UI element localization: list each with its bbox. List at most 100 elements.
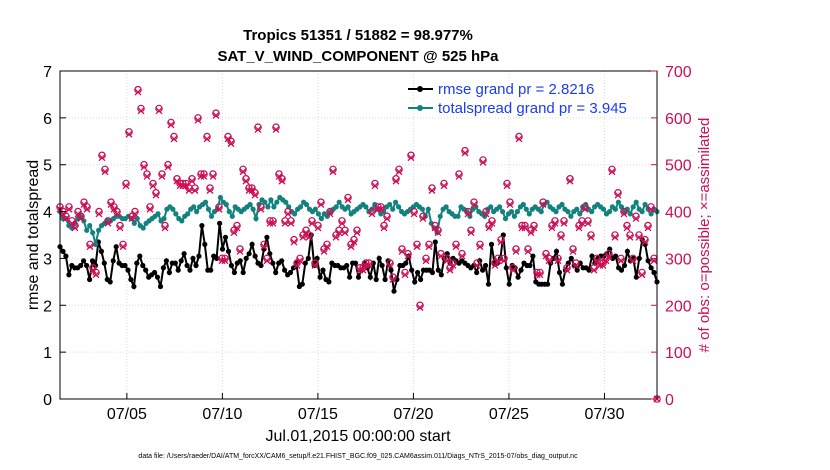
obs-assimilated-point [92, 271, 100, 279]
rmse-point [290, 265, 297, 271]
totalspread-point [511, 213, 517, 219]
totalspread-point [387, 201, 393, 208]
totalspread-point [627, 211, 633, 217]
obs-assimilated-point [341, 229, 349, 237]
obs-assimilated-point [125, 130, 133, 138]
totalspread-point [624, 206, 630, 212]
rmse-point [651, 269, 657, 276]
rmse-point [63, 253, 69, 259]
obs-assimilated-point [254, 126, 262, 134]
obs-assimilated-point [113, 210, 121, 218]
obs-assimilated-point [584, 219, 592, 227]
rmse-point [178, 258, 184, 264]
obs-assimilated-point [455, 172, 463, 180]
obs-assimilated-point [557, 233, 565, 241]
rmse-point [347, 274, 353, 280]
totalspread-point [606, 209, 613, 215]
rmse-point [78, 262, 84, 269]
obs-assimilated-point [143, 172, 151, 180]
obs-assimilated-point [536, 271, 544, 279]
y-tick-label-right: 500 [665, 158, 692, 175]
rmse-point [228, 262, 234, 269]
obs-assimilated-point [569, 247, 577, 255]
obs-assimilated-point [641, 238, 649, 246]
obs-assimilated-point [554, 257, 562, 265]
obs-assimilated-point [452, 243, 460, 251]
obs-assimilated-point [488, 219, 496, 227]
rmse-point [568, 255, 574, 261]
rmse-point [545, 281, 551, 287]
rmse-point [355, 274, 362, 280]
obs-assimilated-point [521, 224, 529, 232]
obs-assimilated-point [71, 224, 79, 232]
obs-assimilated-point [512, 247, 520, 255]
rmse-point [163, 258, 169, 264]
y-tick-label-right: 0 [665, 392, 674, 409]
obs-assimilated-point [263, 257, 271, 265]
rmse-point [320, 267, 326, 273]
obs-assimilated-point [518, 224, 526, 232]
obs-assimilated-point [434, 229, 442, 237]
obs-assimilated-point [128, 215, 136, 223]
obs-assimilated-point [443, 257, 451, 265]
totalspread-point [274, 199, 280, 205]
y-tick-label-left: 6 [43, 111, 52, 128]
rmse-point [415, 269, 421, 276]
rmse-point [633, 274, 639, 280]
rmse-point [128, 276, 134, 283]
totalspread-point [577, 211, 583, 217]
rmse-point [258, 262, 264, 269]
totalspread-point [262, 199, 268, 205]
x-axis-label: Jul.01,2015 00:00:00 start [265, 428, 451, 445]
obs-assimilated-point [548, 224, 556, 232]
series-1 [57, 194, 660, 247]
legend-spread-marker [417, 105, 423, 111]
totalspread-point [390, 206, 396, 212]
totalspread-point [428, 220, 434, 226]
rmse-point [317, 274, 323, 280]
obs-assimilated-point [353, 229, 361, 237]
rmse-point [409, 267, 415, 273]
obs-assimilated-point [248, 187, 256, 194]
obs-assimilated-point [467, 229, 475, 237]
rmse-point [81, 258, 87, 264]
obs-assimilated-point [395, 168, 403, 176]
obs-assimilated-point [149, 182, 157, 190]
totalspread-point [345, 204, 351, 210]
totalspread-point [229, 213, 235, 219]
rmse-point [237, 258, 243, 264]
y-tick-label-left: 1 [43, 345, 52, 362]
obs-assimilated-point [497, 238, 505, 246]
obs-assimilated-point [602, 257, 610, 265]
obs-assimilated-point [539, 201, 547, 209]
y-tick-label-left: 0 [43, 392, 52, 409]
rmse-point [243, 255, 249, 261]
obs-assimilated-point [368, 210, 376, 218]
obs-assimilated-point [470, 201, 478, 209]
obs-assimilated-point [332, 233, 340, 241]
rmse-point [249, 241, 255, 247]
rmse-point [208, 267, 214, 273]
y-axis-label-right: # of obs: o=possible; ×=assimilated [696, 118, 713, 353]
totalspread-point [508, 209, 515, 215]
obs-assimilated-point [500, 257, 508, 265]
obs-assimilated-point [479, 158, 487, 166]
obs-assimilated-point [185, 187, 193, 194]
totalspread-point [194, 209, 200, 215]
rmse-point [157, 283, 164, 290]
obs-assimilated-point [194, 116, 202, 124]
obs-assimilated-point [437, 252, 445, 260]
obs-assimilated-point [626, 233, 634, 241]
rmse-point [125, 267, 131, 273]
totalspread-point [202, 199, 209, 205]
rmse-point [326, 279, 332, 285]
rmse-point [134, 260, 140, 266]
rmse-point [352, 260, 359, 266]
obs-assimilated-point [605, 252, 613, 260]
totalspread-point [502, 216, 509, 222]
obs-assimilated-point [482, 210, 490, 218]
totalspread-point [84, 227, 90, 233]
obs-assimilated-point [287, 219, 295, 227]
obs-assimilated-point [230, 229, 238, 237]
obs-assimilated-point [422, 257, 430, 265]
